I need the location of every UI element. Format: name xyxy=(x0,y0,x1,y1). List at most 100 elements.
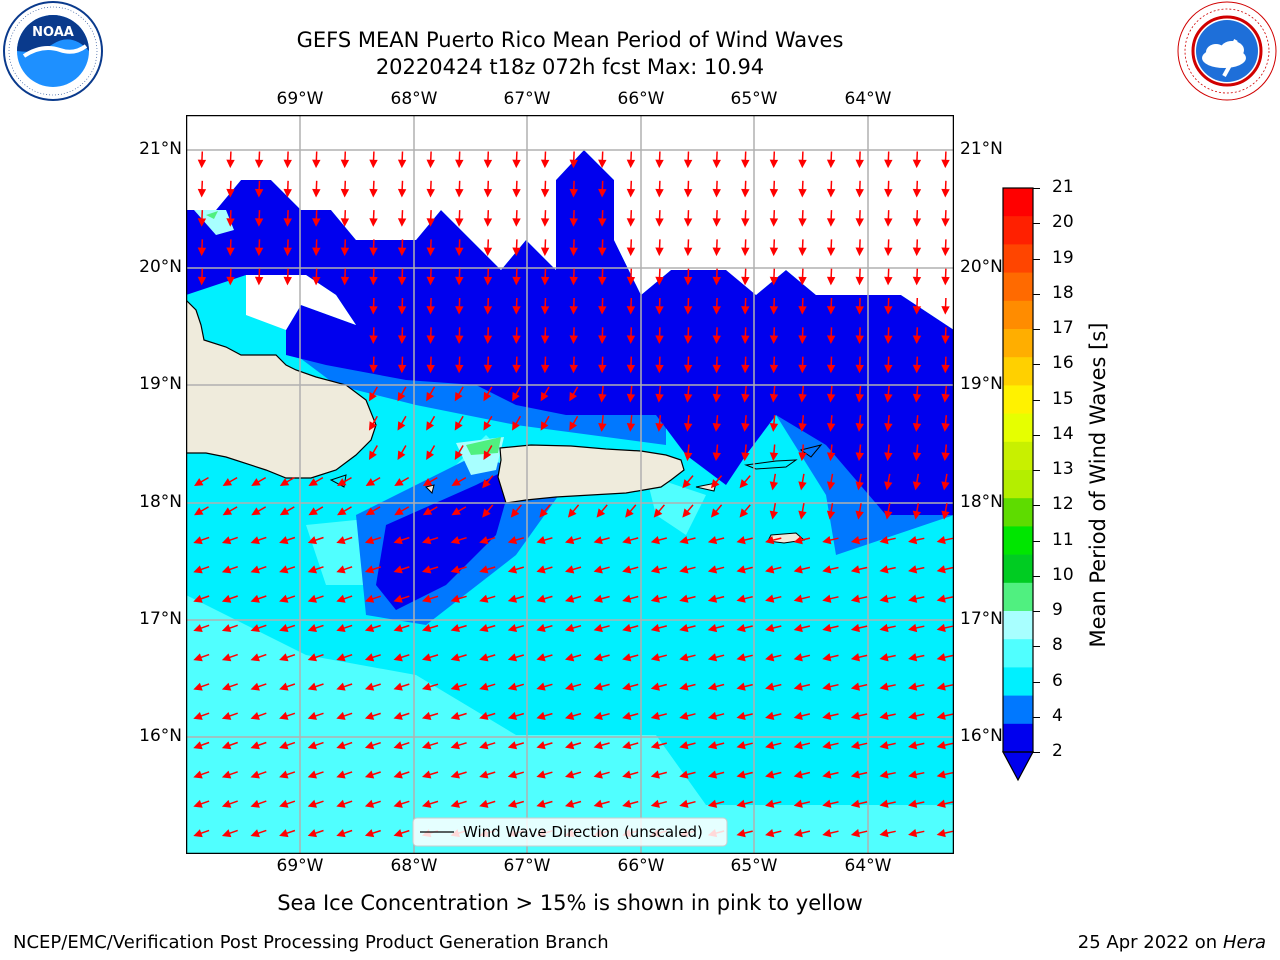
direction-arrow xyxy=(540,356,550,374)
direction-arrow xyxy=(279,799,296,808)
direction-arrow xyxy=(650,594,667,603)
direction-arrow xyxy=(194,506,209,516)
direction-arrow xyxy=(193,712,210,720)
direction-arrow xyxy=(193,594,210,603)
direction-arrow xyxy=(822,682,839,691)
direction-arrow xyxy=(941,503,950,520)
direction-arrow xyxy=(193,653,210,662)
direction-arrow xyxy=(822,741,839,750)
direction-arrow xyxy=(850,682,868,691)
direction-arrow xyxy=(221,565,238,574)
direction-arrow xyxy=(769,180,779,198)
direction-arrow xyxy=(221,536,238,545)
direction-arrow xyxy=(884,180,893,198)
direction-arrow xyxy=(626,268,636,286)
lon-label-bottom: 65°W xyxy=(730,856,778,876)
direction-arrow xyxy=(479,624,496,633)
direction-arrow xyxy=(221,741,238,750)
direction-arrow xyxy=(254,151,264,169)
direction-arrow xyxy=(855,268,864,286)
direction-arrow xyxy=(536,682,553,691)
direction-arrow xyxy=(855,385,864,403)
colorbar-tick-mark xyxy=(1033,329,1040,330)
direction-arrow xyxy=(712,415,721,432)
direction-arrow xyxy=(397,356,407,374)
direction-arrow xyxy=(479,741,496,750)
direction-arrow xyxy=(622,799,639,808)
direction-arrow xyxy=(683,239,693,257)
period-9-10-region xyxy=(206,211,218,219)
direction-arrow xyxy=(426,327,435,344)
direction-arrow xyxy=(936,565,954,574)
direction-arrow xyxy=(822,770,839,779)
direction-arrow xyxy=(936,741,954,750)
colorbar-tick-mark xyxy=(1033,434,1040,436)
direction-arrow xyxy=(598,239,607,257)
direction-arrow xyxy=(393,829,410,838)
colorbar-tick-label: 8 xyxy=(1052,635,1063,656)
direction-arrow xyxy=(455,180,464,198)
direction-arrow xyxy=(679,653,696,662)
direction-arrow xyxy=(596,504,608,518)
direction-arrow xyxy=(397,180,407,198)
colorbar xyxy=(995,180,1045,794)
colorbar-tick-label: 11 xyxy=(1052,529,1074,550)
direction-arrow xyxy=(450,799,467,808)
host-name: Hera xyxy=(1222,932,1266,953)
direction-arrow xyxy=(826,151,836,169)
direction-arrow xyxy=(855,210,864,227)
direction-arrow xyxy=(221,829,238,838)
direction-arrow xyxy=(194,476,209,486)
noaa-logo: NOAA xyxy=(2,0,104,106)
direction-arrow xyxy=(450,653,467,662)
direction-arrow xyxy=(598,210,607,227)
direction-arrow xyxy=(855,239,864,257)
direction-arrow xyxy=(250,594,267,603)
direction-arrow xyxy=(450,624,467,633)
direction-arrow xyxy=(707,536,725,545)
direction-arrow xyxy=(250,653,267,662)
direction-arrow xyxy=(855,444,864,462)
direction-arrow xyxy=(741,239,750,257)
direction-arrow xyxy=(336,711,353,720)
direction-arrow xyxy=(850,535,868,545)
colorbar-tick-mark xyxy=(1033,752,1040,753)
direction-arrow xyxy=(798,268,807,286)
direction-arrow xyxy=(540,239,550,257)
direction-arrow xyxy=(679,770,696,779)
direction-arrow xyxy=(569,268,578,286)
direction-arrow xyxy=(221,682,238,691)
direction-arrow xyxy=(650,770,667,779)
colorbar-tick-label: 10 xyxy=(1052,564,1074,585)
direction-arrow xyxy=(426,239,435,257)
lat-label-left: 16°N xyxy=(139,726,182,746)
direction-arrow xyxy=(741,444,750,462)
direction-arrow xyxy=(598,297,607,315)
direction-arrow xyxy=(312,268,321,286)
direction-arrow xyxy=(222,476,238,486)
direction-arrow xyxy=(650,653,667,662)
direction-arrow xyxy=(598,327,607,344)
direction-arrow xyxy=(879,770,896,779)
direction-arrow xyxy=(765,741,782,750)
direction-arrow xyxy=(936,623,954,633)
lon-label-top: 66°W xyxy=(617,89,665,109)
direction-arrow xyxy=(765,711,782,721)
colorbar-cell xyxy=(1003,441,1033,471)
direction-arrow xyxy=(826,210,836,227)
direction-arrow xyxy=(712,239,721,257)
map-legend: Wind Wave Direction (unscaled) xyxy=(412,817,728,847)
direction-arrow xyxy=(650,711,667,720)
lon-label-bottom: 64°W xyxy=(844,856,892,876)
direction-arrow xyxy=(482,504,494,518)
direction-arrow xyxy=(741,356,750,374)
direction-arrow xyxy=(279,476,295,486)
direction-arrow xyxy=(622,770,639,779)
direction-arrow xyxy=(598,356,607,374)
direction-arrow xyxy=(736,711,753,721)
direction-arrow xyxy=(850,594,868,603)
direction-arrow xyxy=(450,536,467,545)
direction-arrow xyxy=(822,711,839,721)
direction-arrow xyxy=(565,711,582,720)
direction-arrow xyxy=(279,506,295,516)
